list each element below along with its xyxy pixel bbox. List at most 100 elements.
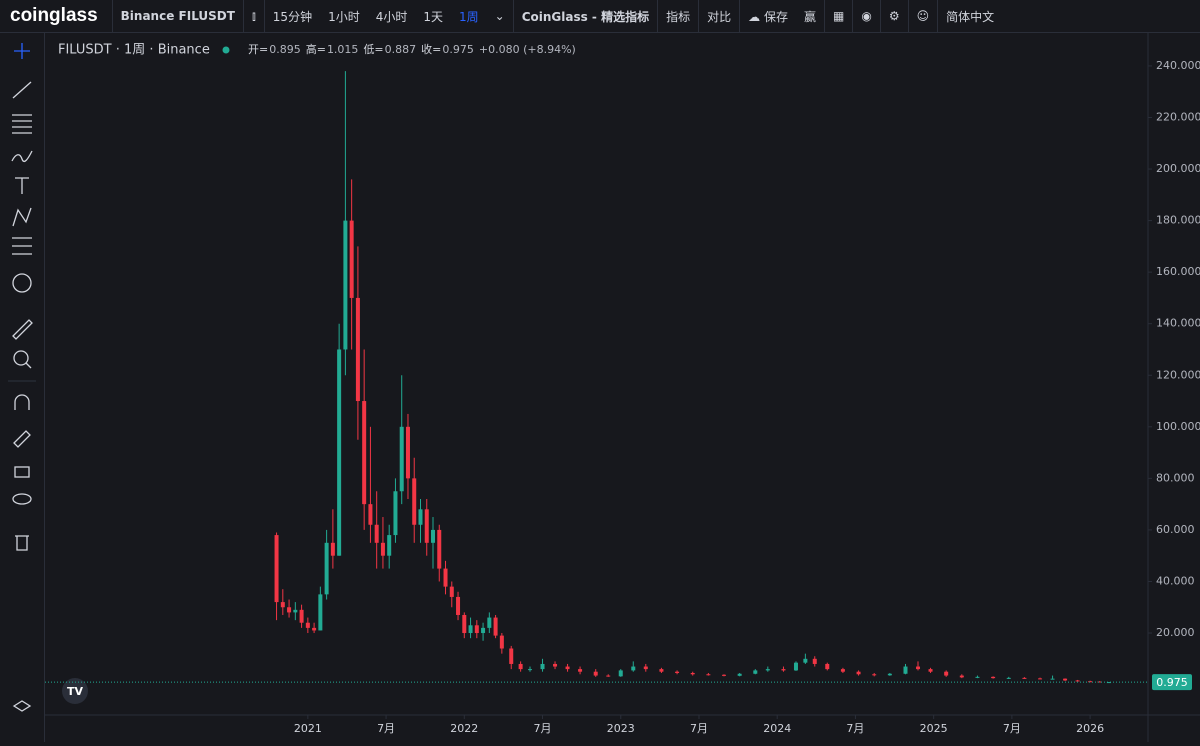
pattern-tool[interactable] [12,207,32,227]
candle-body [1075,680,1080,682]
candle-body [959,675,964,678]
ohlc-label: 收= [421,42,441,56]
interval[interactable]: 15分钟 [272,9,313,24]
ohlc-value: 0.895 [269,43,301,56]
zoom-tool[interactable] [13,350,32,369]
candle-body [449,586,454,597]
candle-body [299,609,304,623]
candle-body [468,625,473,634]
ohlc-value: 0.887 [385,43,417,56]
candle-body [324,542,329,595]
y-tick-label: 180.000 [1156,214,1200,227]
candle-body [393,491,398,536]
snapshot[interactable]: ◉ [861,9,872,23]
logo[interactable]: coinglass [10,5,98,26]
save[interactable]: ☁ 保存 [748,9,788,24]
line-tool[interactable] [12,81,32,99]
candle-body [812,658,817,664]
settings[interactable]: ⚙ [888,9,900,23]
candle-body [374,524,379,543]
candle-body [1050,678,1055,680]
win[interactable]: 赢 [803,9,816,24]
candle-body [840,669,845,672]
candle-body [312,627,317,631]
interval[interactable]: 4小时 [375,9,408,24]
tool-icons [8,43,36,712]
brand-indicators[interactable]: CoinGlass - 精选指标 [521,9,650,24]
candle-body [481,627,486,634]
fib-tool[interactable] [12,114,32,134]
candle-body [593,671,598,676]
lock-tool[interactable] [14,466,30,478]
candle-body [330,542,335,556]
candle-body [424,509,429,543]
candle-body [737,673,742,676]
candle-body [553,663,558,667]
chart-title: FILUSDT · 1周 · Binance [58,43,210,58]
candle-body [1022,677,1027,679]
interval[interactable]: 1天 [423,9,443,24]
forecast-tool[interactable] [12,237,32,255]
candle-body [1106,682,1111,684]
candle-body [631,666,636,671]
compare[interactable]: 对比 [707,9,732,24]
candle-body [1063,678,1068,681]
candle-body [944,671,949,676]
candle-body [418,509,423,525]
interval[interactable]: 1周 [459,9,479,24]
ohlc-value: 1.015 [327,43,359,56]
change: +0.080 (+8.94%) [479,43,576,56]
tv-logo: TV [62,678,88,704]
x-tick-label: 7月 [1003,722,1021,735]
candle-body [928,669,933,672]
candle-body [706,674,711,676]
y-tick-label: 240.000 [1156,59,1200,72]
interval[interactable]: 1小时 [328,9,360,24]
x-tick-label: 2024 [763,722,791,735]
candle-body [887,673,892,676]
y-tick-label: 220.000 [1156,110,1200,123]
layout[interactable]: ▦ [832,9,845,23]
candle-type[interactable]: ⫾ [251,8,256,23]
candle-body [274,535,279,603]
candle-body [991,676,996,679]
text-tool[interactable] [15,177,29,194]
layers-tool[interactable] [12,700,32,712]
candle-body [362,401,367,505]
candle-body [343,220,348,350]
candle-body [903,666,908,674]
candle-body [781,669,786,671]
ohlc-label: 开= [248,43,268,56]
language[interactable]: 简体中文 [946,9,995,24]
account[interactable]: ☺ [916,9,930,23]
crosshair-tool[interactable] [14,43,30,59]
candle-body [443,568,448,587]
interval-menu[interactable]: ⌄ [494,9,505,23]
lock-draw-tool[interactable] [13,430,31,448]
candle-body [437,529,442,569]
ruler-tool[interactable] [12,319,33,340]
indicators[interactable]: 指标 [666,9,691,24]
x-tick-label: 2026 [1076,722,1104,735]
candle-body [499,635,504,649]
brush-tool[interactable] [11,150,33,163]
candle-body [355,297,360,402]
drawing-toolbar [0,33,45,742]
candle-body [765,669,770,671]
magnet-tool[interactable] [14,394,30,410]
emoji-tool[interactable] [12,273,32,293]
delete-tool[interactable] [15,535,29,551]
y-tick-label: 100.000 [1156,420,1200,433]
x-tick-label: 7月 [534,722,552,735]
candle-body [540,663,545,670]
candle-body [793,662,798,671]
candle-body [337,349,342,556]
candle-body [518,663,523,670]
candle-body [606,675,611,677]
symbol[interactable]: Binance FILUSDT [120,9,235,23]
visibility-tool[interactable] [12,493,32,505]
save-label: 保存 [763,9,788,24]
candle-body [287,607,292,613]
ohlc-label: 高= [306,42,326,56]
